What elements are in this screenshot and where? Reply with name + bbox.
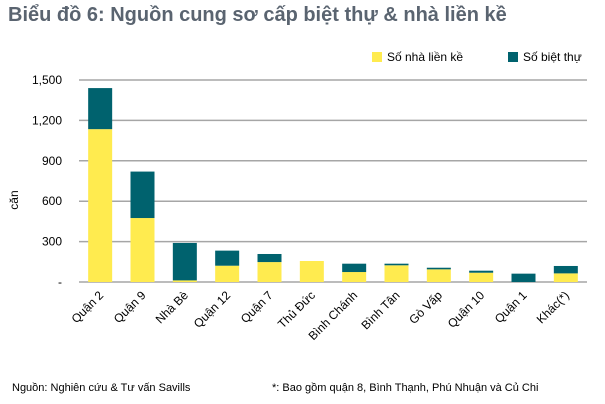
bar-segment	[469, 272, 494, 282]
legend-swatch	[372, 52, 382, 62]
legend-label: Số nhà liền kề	[387, 50, 464, 64]
y-tick-label: 1,500	[32, 73, 62, 87]
x-tick-label: Gò Vấp	[406, 288, 445, 327]
y-tick-label: 1,200	[32, 113, 62, 127]
x-tick-label: Quận 12	[191, 288, 234, 331]
bar-segment	[511, 273, 536, 282]
x-tick-label: Khác(*)	[534, 288, 572, 326]
y-tick-label: 300	[42, 235, 62, 249]
x-tick-label: Nhà Bè	[153, 288, 191, 326]
x-tick-label: Thủ Đức	[275, 288, 318, 331]
y-axis-label: căn	[7, 190, 21, 209]
bar-segment	[469, 270, 494, 273]
bar-segment	[88, 129, 113, 282]
bar-segment	[384, 263, 409, 266]
bar-segment	[553, 273, 578, 282]
x-tick-label: Quận 2	[69, 288, 107, 326]
bar-segment	[384, 265, 409, 282]
bar-segment	[299, 260, 324, 282]
bar-segment	[215, 250, 240, 266]
bar-segment	[130, 171, 155, 219]
bar-segment	[130, 218, 155, 282]
legend-item-townhouse: Số nhà liền kề	[372, 50, 463, 64]
x-tick-label: Quận 7	[238, 288, 276, 326]
legend-swatch	[508, 52, 518, 62]
legend-label: Số biệt thự	[523, 50, 582, 64]
y-tick-label: -	[58, 275, 62, 289]
source-note: Nguồn: Nghiên cứu & Tư vấn Savills	[12, 382, 191, 394]
x-tick-label: Quận 1	[492, 288, 530, 326]
bar-segment	[172, 280, 197, 282]
bar-segment	[553, 265, 578, 274]
bar-segment	[172, 242, 197, 281]
bar-segment	[426, 267, 451, 270]
chart-title: Biểu đồ 6: Nguồn cung sơ cấp biệt thự & …	[8, 4, 507, 26]
bar-segment	[215, 265, 240, 282]
x-tick-label: Quận 10	[445, 288, 488, 331]
footnote: *: Bao gồm quận 8, Bình Thạnh, Phú Nhuận…	[272, 382, 539, 394]
y-tick-label: 900	[42, 154, 62, 168]
x-tick-label: Quận 9	[111, 288, 149, 326]
y-tick-label: 600	[42, 194, 62, 208]
bar-segment	[342, 272, 367, 282]
bar-segment	[88, 88, 113, 130]
x-tick-label: Bình Tân	[358, 288, 402, 332]
bar-segment	[342, 263, 367, 273]
legend-item-villa: Số biệt thự	[508, 50, 582, 64]
bar-segment	[257, 253, 282, 263]
bar-segment	[257, 262, 282, 282]
bar-segment	[426, 269, 451, 282]
